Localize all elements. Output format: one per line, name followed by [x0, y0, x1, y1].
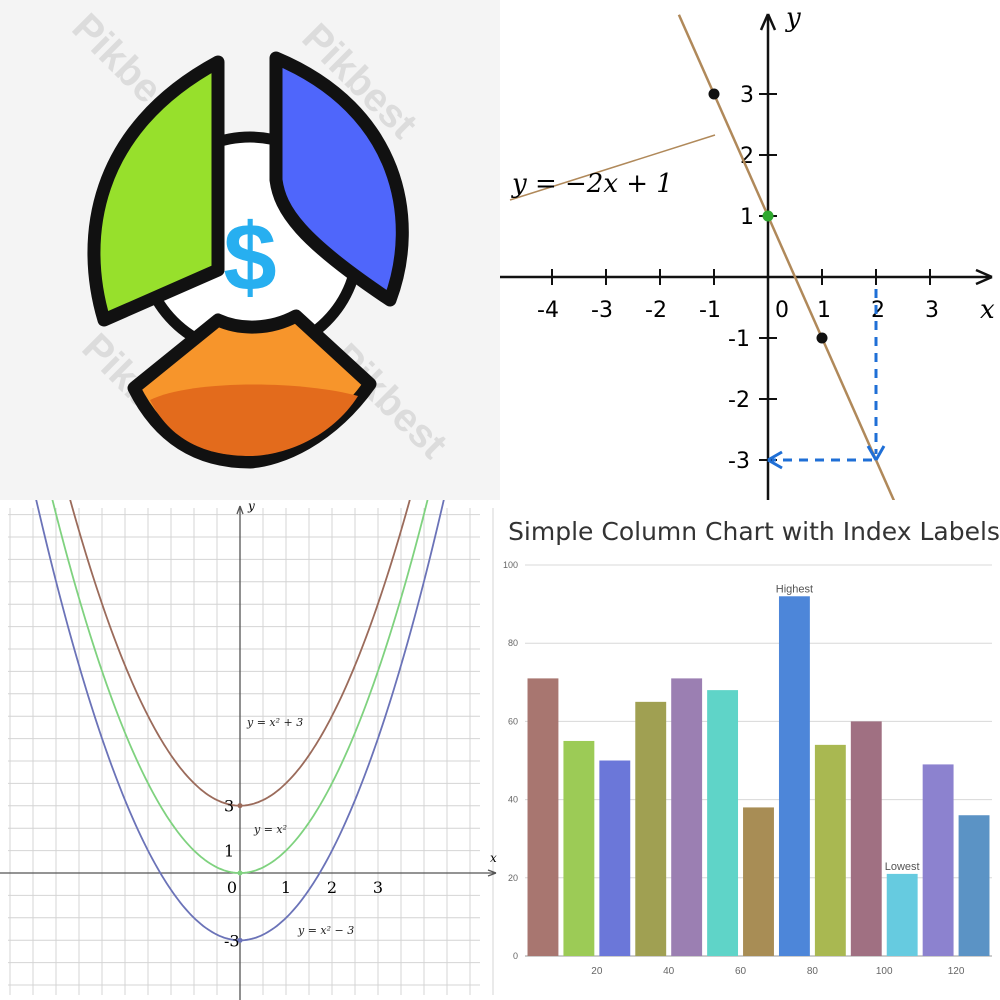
bar	[599, 760, 631, 956]
grid	[8, 508, 494, 995]
dashed-guide	[767, 289, 886, 470]
x-tick-label: 40	[663, 966, 675, 977]
bar	[635, 701, 667, 956]
curve-label: y = x² + 3	[246, 716, 303, 729]
chart-title: Simple Column Chart with Index Labels	[508, 517, 1000, 546]
data-points	[708, 88, 828, 344]
tick-labels: 0 20 40 60 80 100 20 40 60 80 100 120	[503, 560, 965, 977]
x-axis-label: x	[980, 295, 995, 325]
tick-labels: 0 1 2 3 3 1 -3	[224, 797, 383, 951]
blue-segment	[269, 51, 409, 307]
data-point	[708, 88, 720, 100]
x-axis-arrow	[487, 869, 497, 877]
pie-chart-dollar-icon: Pikbest Pikbest Pikbest Pikbest $	[64, 5, 455, 469]
x-tick-label: 1	[817, 298, 831, 323]
bar	[527, 678, 559, 956]
y-tick-label: 3	[740, 83, 754, 108]
y-axis-label: y	[247, 500, 255, 513]
function-line	[677, 14, 896, 500]
x-tick-label: 3	[925, 298, 939, 323]
guide-arrowhead	[767, 450, 783, 470]
x-tick-label: 80	[807, 966, 819, 977]
x-axis-arrow	[975, 268, 993, 286]
index-label: Lowest	[885, 861, 920, 873]
x-tick-label: 3	[373, 878, 383, 897]
x-tick-label: 0	[227, 878, 237, 897]
column-chart-svg: Simple Column Chart with Index Labels 0 2…	[503, 517, 1000, 977]
guide-arrowhead	[866, 445, 886, 461]
data-point	[816, 332, 828, 344]
equation-label: y = −2x + 1	[511, 169, 673, 199]
x-tick-label: -3	[591, 298, 613, 323]
y-tick-label: 3	[224, 797, 234, 816]
x-tick-label: 2	[327, 878, 337, 897]
bars	[527, 596, 990, 956]
index-label: Highest	[776, 583, 813, 595]
curve-labels: y = x² + 3 y = x² y = x² − 3	[246, 716, 354, 937]
x-tick-label: 1	[281, 878, 291, 897]
curve-label: y = x² − 3	[297, 924, 354, 937]
y-axis-arrow	[236, 505, 244, 515]
y-tick-label: 1	[224, 842, 234, 861]
y-tick-label: -2	[728, 388, 750, 413]
dollar-icon: $	[223, 204, 276, 311]
x-tick-label: 60	[735, 966, 747, 977]
y-tick-label: 40	[508, 795, 518, 805]
parabola-curves	[35, 500, 445, 943]
vertex-point	[237, 937, 243, 943]
column-chart: Simple Column Chart with Index Labels 0 2…	[500, 500, 1000, 1000]
x-tick-label: 20	[591, 966, 603, 977]
x-tick-label: 120	[948, 966, 965, 977]
bar	[563, 740, 595, 956]
data-point	[762, 210, 774, 222]
y-tick-label: 1	[740, 205, 754, 230]
index-labels: Highest Lowest	[776, 583, 920, 873]
x-tick-label: 2	[871, 298, 885, 323]
bar	[671, 678, 703, 956]
bar	[814, 744, 846, 956]
orange-segment-shade	[150, 384, 358, 456]
bar	[778, 596, 810, 956]
vertex-point	[237, 803, 243, 809]
curve-label: y = x²	[253, 823, 287, 836]
green-segment	[87, 55, 225, 327]
y-tick-label: -1	[728, 327, 750, 352]
bar	[922, 764, 954, 956]
y-axis-arrow	[759, 13, 777, 31]
y-axis-label: y	[785, 3, 801, 33]
bar	[707, 690, 739, 956]
x-tick-label: 0	[775, 298, 789, 323]
y-tick-label: -3	[224, 931, 240, 950]
parabola-graph-svg: 0 1 2 3 3 1 -3 y = x² + 3 y = x² y = x² − 3 x y	[0, 500, 497, 1000]
bar	[743, 807, 774, 956]
x-tick-label: -1	[699, 298, 721, 323]
y-tick-label: 20	[508, 873, 518, 883]
x-tick-label: 100	[876, 966, 893, 977]
parabola-graph: 0 1 2 3 3 1 -3 y = x² + 3 y = x² y = x² − 3 x y	[0, 500, 500, 1000]
equation-leader-line	[509, 134, 716, 201]
pie-chart-icon-panel: Pikbest Pikbest Pikbest Pikbest $	[0, 0, 500, 500]
y-tick-label: 60	[508, 716, 518, 726]
y-tick-label: 80	[508, 638, 518, 648]
linear-function-graph: -4 -3 -2 -1 0 1 2 3 3 2 1 -1 -2 -3 y = −2x + 1 x y	[500, 0, 1000, 500]
bar	[886, 873, 918, 956]
x-tick-label: -2	[645, 298, 667, 323]
x-tick-label: -4	[537, 298, 559, 323]
x-axis-label: x	[490, 851, 497, 865]
bar	[958, 815, 990, 956]
parabola-curve	[51, 500, 429, 874]
y-tick-label: 100	[503, 560, 518, 570]
y-tick-label: -3	[728, 449, 750, 474]
y-tick-label: 0	[513, 951, 518, 961]
bar	[850, 721, 882, 956]
vertex-point	[237, 870, 243, 876]
